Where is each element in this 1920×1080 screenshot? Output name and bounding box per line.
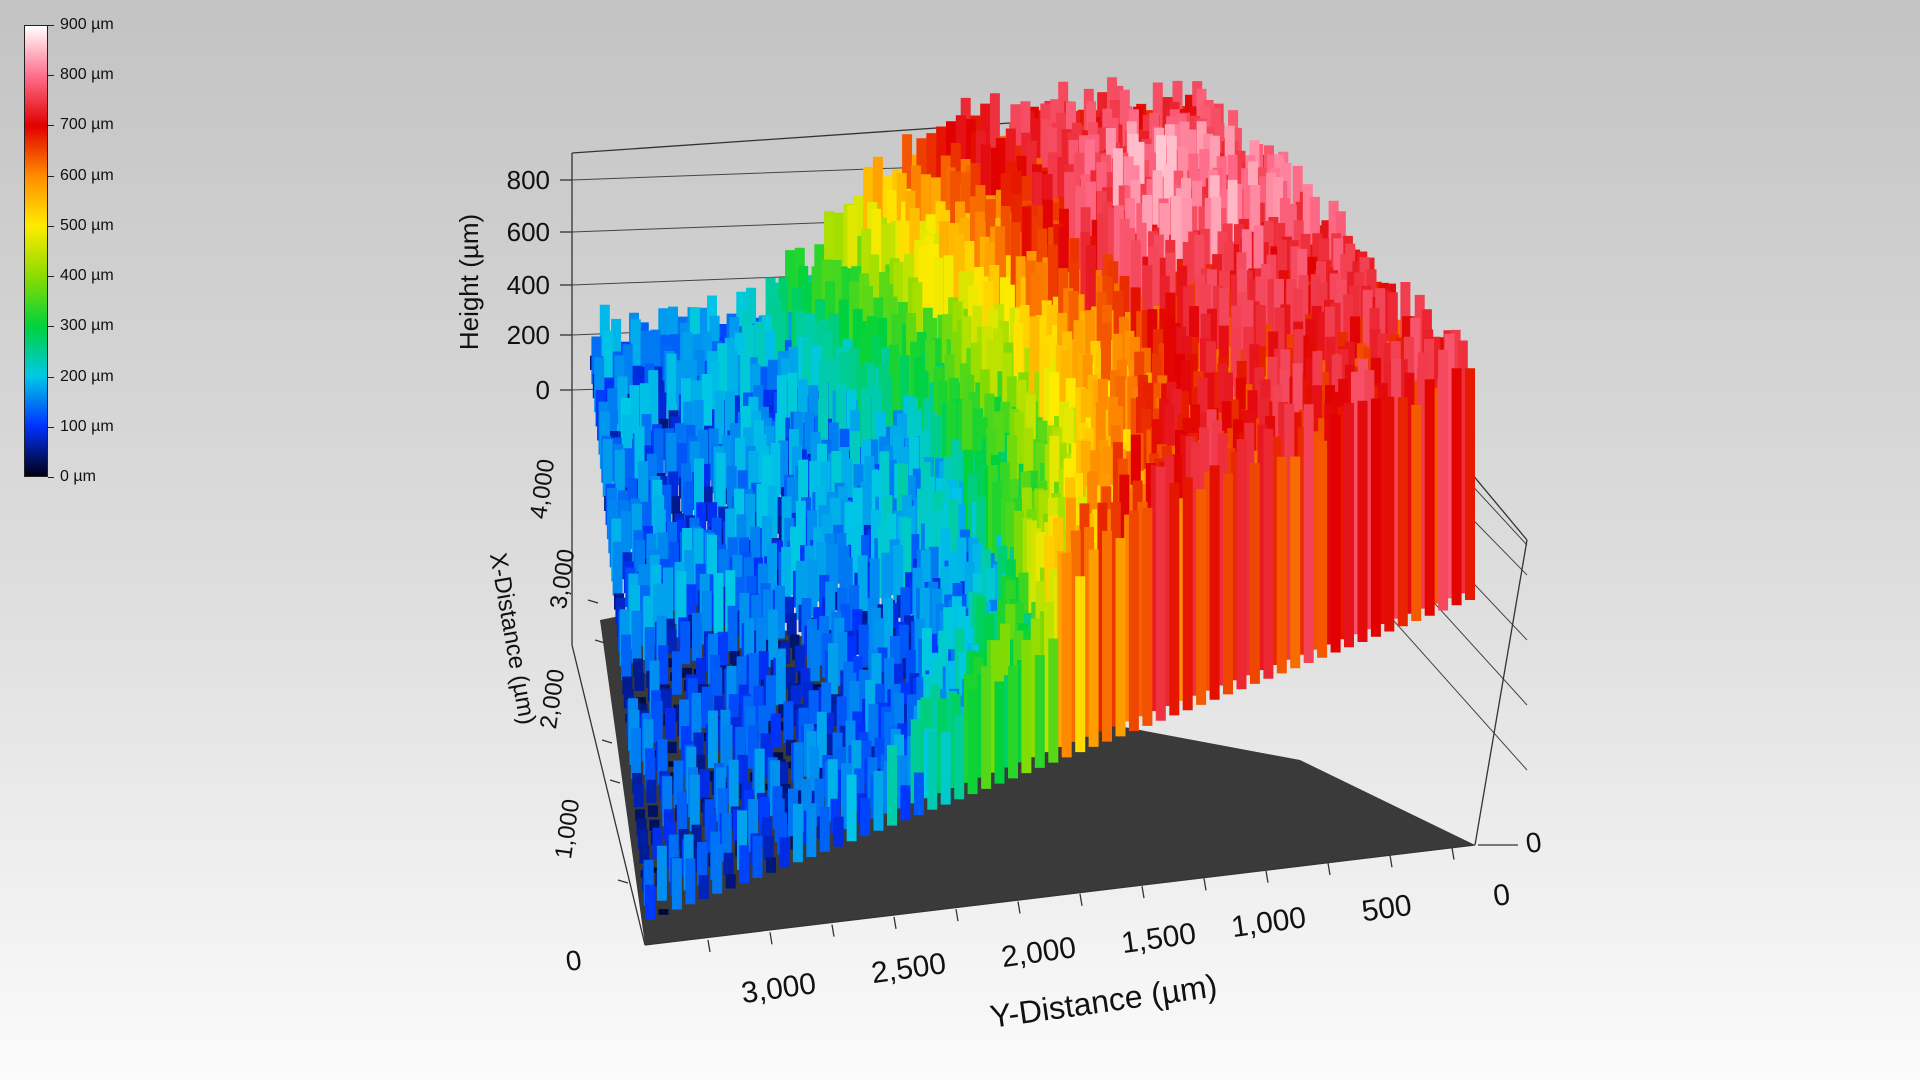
z-tick-label: 0 — [536, 375, 550, 405]
y-tick — [1265, 870, 1269, 883]
y-tick — [1141, 885, 1145, 899]
x-axis-label: X-Distance (µm) — [484, 551, 541, 727]
plot-box-front-frame — [571, 539, 1528, 946]
y-tick — [1203, 878, 1207, 891]
y-tick — [831, 924, 835, 937]
y-tick — [707, 939, 711, 953]
box-edge — [1474, 539, 1528, 846]
y-tick — [1017, 901, 1021, 914]
x-tick — [594, 639, 606, 644]
right-zero-label: 0 — [1524, 826, 1544, 859]
color-scale-label: 800 µm — [60, 66, 114, 84]
x-tick-label: 0 — [564, 944, 584, 977]
color-scale-tick — [48, 276, 54, 278]
y-tick-label: 0 — [1491, 878, 1512, 913]
color-scale-tick — [48, 477, 54, 478]
y-tick-label: 2,000 — [999, 931, 1078, 974]
z-tick-label: 600 — [507, 217, 550, 247]
x-tick — [601, 739, 613, 744]
z-tick-label: 200 — [507, 320, 550, 350]
color-scale-label: 900 µm — [60, 16, 114, 33]
x-tick-label: 1,000 — [550, 797, 585, 860]
color-scale-tick — [48, 125, 54, 127]
y-tick-label: 500 — [1360, 889, 1414, 929]
y-tick-label: 1,000 — [1229, 901, 1308, 944]
color-scale-label: 0 µm — [60, 468, 96, 485]
color-scale-label: 500 µm — [60, 216, 114, 234]
color-scale-tick — [48, 225, 54, 227]
box-edge — [644, 844, 1476, 946]
z-axis-label: Height (µm) — [454, 214, 484, 350]
color-scale-legend: 900 µm 800 µm 700 µm 600 µm 500 µm 400 µm 300 … — [24, 16, 154, 485]
height-surface — [590, 77, 1475, 920]
color-scale-label: 200 µm — [60, 367, 114, 385]
y-tick — [769, 932, 773, 945]
color-scale-tick — [48, 426, 54, 428]
z-tick-label: 800 — [507, 165, 550, 195]
color-scale-label: 700 µm — [60, 116, 114, 134]
x-tick — [609, 779, 621, 784]
y-tick-label: 3,000 — [739, 967, 818, 1010]
color-scale-tick — [48, 25, 54, 26]
y-tick — [1079, 893, 1083, 906]
color-scale-tick — [48, 376, 54, 378]
color-scale-gradient — [24, 25, 48, 477]
y-tick — [1389, 855, 1393, 868]
y-axis-label: Y-Distance (µm) — [988, 967, 1220, 1035]
color-scale-label: 600 µm — [60, 166, 114, 184]
y-tick — [1451, 847, 1455, 860]
box-edge — [571, 644, 646, 946]
y-tick-label: 2,500 — [869, 947, 948, 990]
color-scale-label: 100 µm — [60, 417, 114, 435]
y-tick — [955, 909, 959, 922]
color-scale-tick — [48, 175, 54, 177]
x-tick — [587, 599, 599, 604]
y-tick — [1327, 862, 1331, 876]
y-tick-label: 1,500 — [1119, 917, 1198, 960]
color-scale-label: 300 µm — [60, 317, 114, 335]
x-tick-label: 3,000 — [545, 547, 580, 610]
x-tick — [617, 879, 629, 884]
color-scale-tick — [48, 326, 54, 328]
color-scale-label: 400 µm — [60, 267, 114, 285]
z-tick-label: 400 — [507, 270, 550, 300]
x-tick-label: 4,000 — [525, 457, 560, 520]
color-scale-tick — [48, 75, 54, 77]
y-tick — [893, 916, 897, 930]
